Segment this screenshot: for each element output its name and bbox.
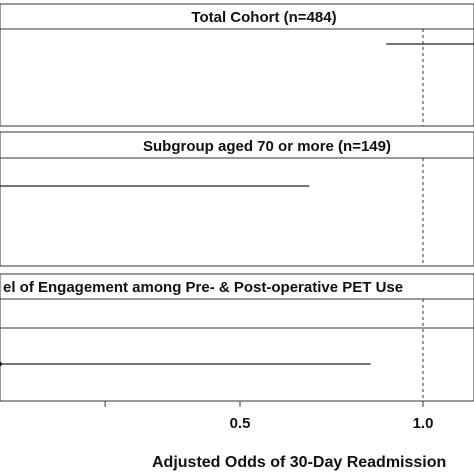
panel-body-subgroup-70 [0, 157, 474, 267]
strip-title-subgroup-70: Subgroup aged 70 or more (n=149) [143, 138, 391, 155]
panel-body-total-cohort [0, 28, 474, 127]
forest-marks [0, 43, 474, 367]
strip-subgroup-70 [0, 131, 474, 159]
panel-total-cohort: Total Cohort (n=484) [0, 3, 474, 127]
strip-title-total-cohort: Total Cohort (n=484) [191, 9, 336, 26]
x-tick-label-1: 1.0 [413, 415, 434, 432]
strip-title-engagement: el of Engagement among Pre- & Post-opera… [3, 279, 403, 296]
x-axis-ticks: 0.5 1.0 [104, 401, 434, 432]
panel-body-engagement-lower [0, 327, 474, 402]
panel-engagement: el of Engagement among Pre- & Post-opera… [0, 273, 474, 402]
panel-subgroup-70: Subgroup aged 70 or more (n=149) [0, 131, 474, 267]
strip-total-cohort [0, 3, 474, 30]
x-tick-label-0: 0.5 [230, 415, 251, 432]
point-estimate-engagement [0, 361, 3, 367]
strip-engagement [0, 273, 474, 300]
panel-body-engagement [0, 298, 474, 329]
x-axis-title: Adjusted Odds of 30-Day Readmission [152, 454, 446, 471]
